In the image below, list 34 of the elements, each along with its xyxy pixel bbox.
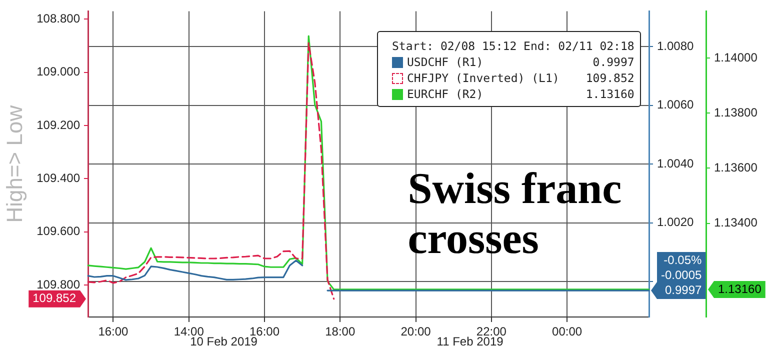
x-tick-label: 16:00 <box>98 324 129 339</box>
y-tick-label: 109.400 <box>36 171 80 186</box>
y-tick-label: 108.800 <box>36 11 80 26</box>
annotation: 109.852 <box>586 70 634 86</box>
legend-label: CHFJPY (Inverted) (L1) <box>407 70 560 86</box>
annotation: 1.13160 <box>586 86 634 102</box>
y-tick-label: 109.800 <box>36 277 80 292</box>
x-tick-label: 18:00 <box>325 324 356 339</box>
y-axis-title: High=> Low <box>2 105 28 223</box>
y-tick-label: 109.000 <box>36 64 80 79</box>
y3-tick-label: 1.14000 <box>714 50 758 64</box>
text: 10 Feb 2019 <box>190 334 258 348</box>
text: 109.852 <box>32 291 76 306</box>
y3-tick-label: 1.13600 <box>714 160 758 175</box>
legend-label: USDCHF (R1) <box>407 54 484 70</box>
y2-tick-label: 1.0080 <box>657 38 694 53</box>
y-tick-label: 109.600 <box>36 224 80 238</box>
y3-tick-label: 1.13400 <box>714 216 758 230</box>
y2-tick-label: 1.0020 <box>657 215 694 230</box>
y2-tick-label: 1.0060 <box>657 98 694 112</box>
text: -0.0005 <box>660 268 702 282</box>
text: -0.05% <box>664 252 702 267</box>
text: 1.13160 <box>718 282 762 296</box>
text: 0.9997 <box>664 282 702 297</box>
annotation: 0.9997 <box>592 54 634 70</box>
y2-tick-label: 1.0040 <box>657 156 694 170</box>
line-series <box>87 42 335 300</box>
legend-title: Start: 02/08 15:12 End: 02/11 02:18 <box>392 38 634 54</box>
x-tick-label: 20:00 <box>400 324 432 339</box>
y3-tick-label: 1.13800 <box>714 105 758 120</box>
legend-label: EURCHF (R2) <box>407 86 484 102</box>
x-tick-label: 00:00 <box>552 324 582 339</box>
text: 11 Feb 2019 <box>436 334 504 348</box>
y-tick-label: 109.200 <box>36 118 80 132</box>
